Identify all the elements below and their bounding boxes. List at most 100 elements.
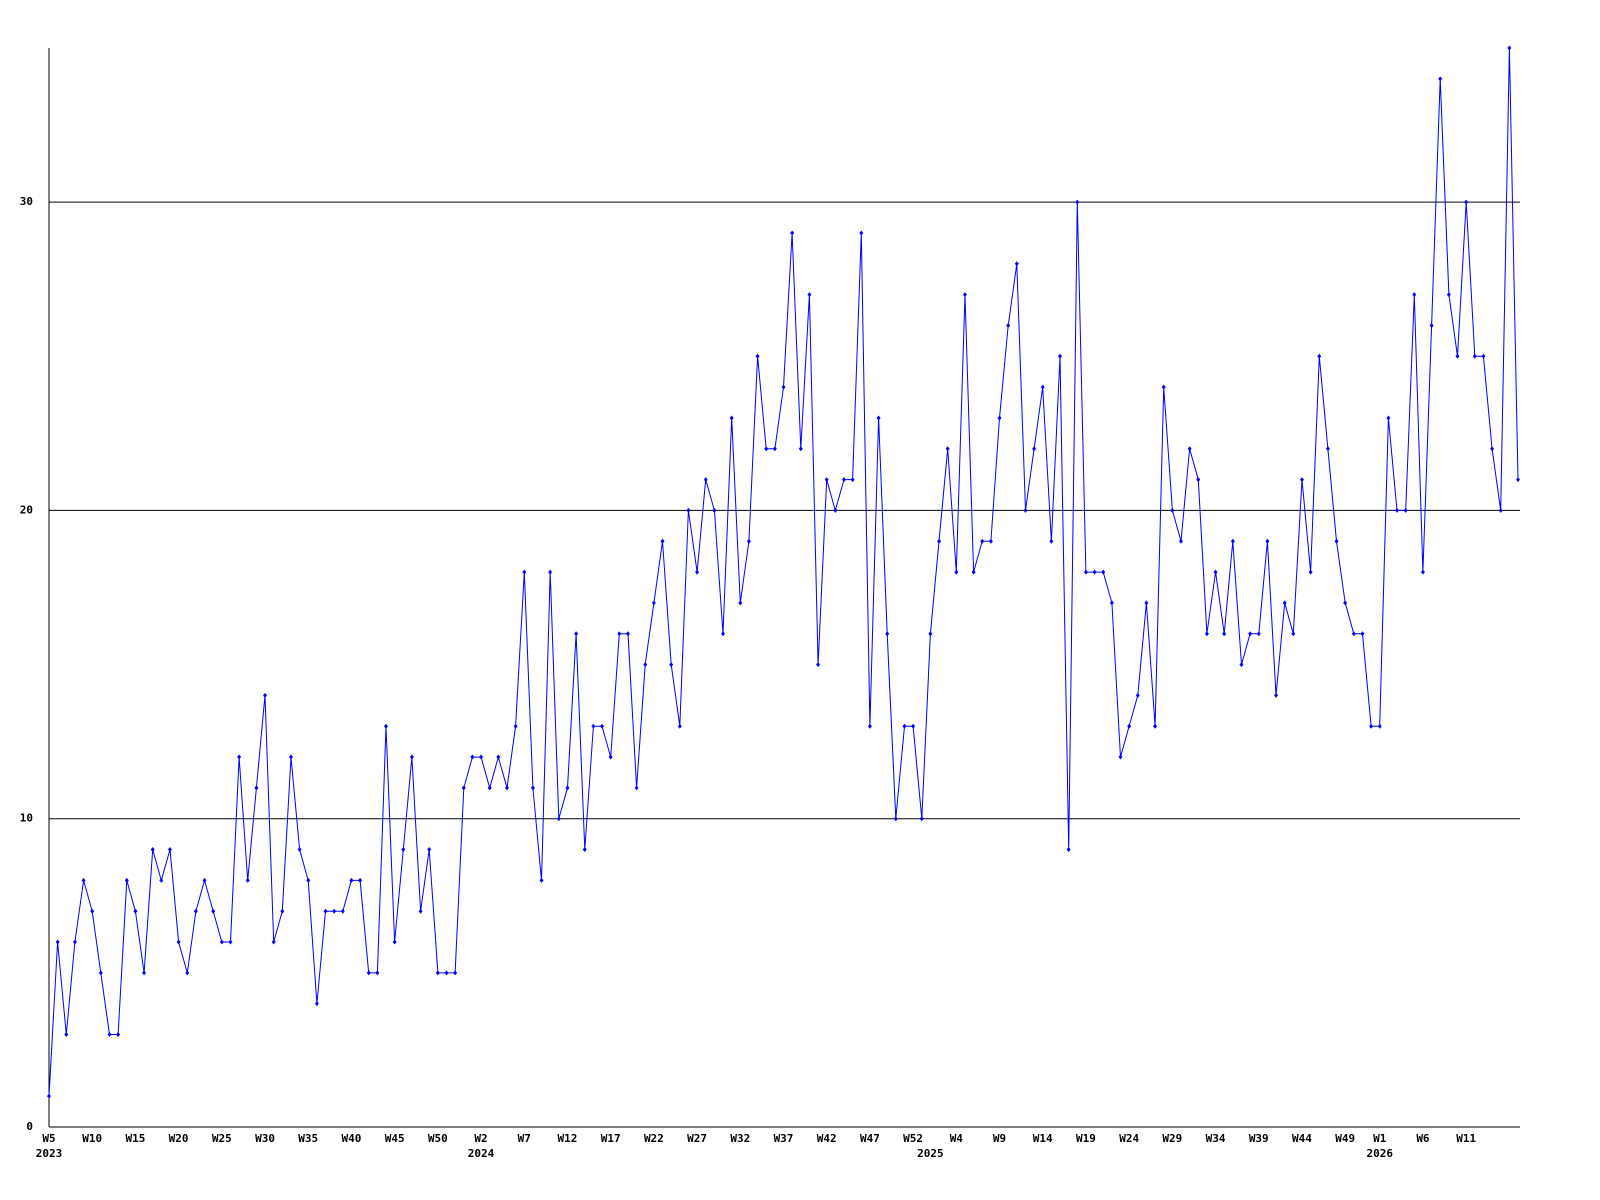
data-point — [245, 877, 250, 883]
data-point — [651, 600, 656, 606]
data-point — [712, 507, 717, 513]
x-year-label: 2026 — [1366, 1147, 1393, 1160]
data-point — [669, 662, 674, 668]
data-point — [1230, 538, 1235, 544]
data-point — [185, 970, 190, 976]
data-point — [937, 538, 942, 544]
data-point — [1144, 600, 1149, 606]
x-tick-label: W2 — [474, 1132, 487, 1145]
x-year-label: 2025 — [917, 1147, 944, 1160]
data-point — [1516, 477, 1520, 483]
data-point — [738, 600, 743, 606]
x-tick-label: W30 — [255, 1132, 275, 1145]
data-point — [98, 970, 103, 976]
data-point — [1455, 353, 1460, 359]
x-tick-label: W9 — [993, 1132, 1006, 1145]
x-tick-label: W11 — [1456, 1132, 1476, 1145]
data-point — [55, 939, 60, 945]
data-point — [962, 292, 967, 298]
x-tick-label: W17 — [601, 1132, 621, 1145]
data-point — [565, 785, 570, 791]
data-point — [1023, 507, 1028, 513]
data-point — [971, 569, 976, 575]
data-point — [885, 631, 890, 637]
data-point — [1395, 507, 1400, 513]
data-point — [237, 754, 242, 760]
y-tick-label: 20 — [20, 503, 33, 516]
data-point — [219, 939, 224, 945]
x-tick-label: W45 — [385, 1132, 405, 1145]
data-point — [1170, 507, 1175, 513]
data-point — [263, 692, 268, 698]
data-point — [1101, 569, 1106, 575]
data-point — [764, 446, 769, 452]
x-tick-label: W6 — [1416, 1132, 1430, 1145]
x-tick-label: W1 — [1373, 1132, 1387, 1145]
data-point — [1153, 723, 1158, 729]
data-point — [1248, 631, 1253, 637]
data-point — [513, 723, 518, 729]
x-tick-label: W52 — [903, 1132, 923, 1145]
data-point — [1343, 600, 1348, 606]
x-tick-label: W4 — [950, 1132, 964, 1145]
data-point — [574, 631, 579, 637]
data-point — [1507, 45, 1512, 51]
data-point — [150, 847, 155, 853]
data-point — [643, 662, 648, 668]
data-point — [107, 1032, 112, 1038]
data-point — [1403, 507, 1408, 513]
data-point — [314, 1001, 319, 1007]
x-tick-label: W24 — [1119, 1132, 1139, 1145]
data-point — [1299, 477, 1304, 483]
x-tick-label: W42 — [817, 1132, 837, 1145]
data-point — [816, 662, 821, 668]
data-line — [48, 47, 1519, 1097]
data-point — [90, 908, 95, 914]
data-point — [530, 785, 535, 791]
data-point — [1083, 569, 1088, 575]
data-point — [1127, 723, 1132, 729]
data-point — [867, 723, 872, 729]
data-point — [1006, 322, 1011, 328]
data-point — [349, 877, 354, 883]
data-point — [625, 631, 630, 637]
data-point — [384, 723, 389, 729]
data-point — [954, 569, 959, 575]
data-point — [1446, 292, 1451, 298]
data-point — [807, 292, 812, 298]
data-point — [1040, 384, 1045, 390]
data-point — [608, 754, 613, 760]
data-point — [159, 877, 164, 883]
data-point — [1161, 384, 1166, 390]
x-tick-label: W40 — [342, 1132, 362, 1145]
data-point — [81, 877, 86, 883]
data-point — [1109, 600, 1114, 606]
data-point — [358, 877, 363, 883]
data-point — [254, 785, 259, 791]
data-point — [1135, 692, 1140, 698]
data-point — [522, 569, 527, 575]
x-tick-label: W35 — [298, 1132, 318, 1145]
data-point — [116, 1032, 121, 1038]
x-tick-label: W25 — [212, 1132, 232, 1145]
data-point — [721, 631, 726, 637]
x-tick-label: W19 — [1076, 1132, 1096, 1145]
data-point — [928, 631, 933, 637]
x-tick-label: W47 — [860, 1132, 880, 1145]
data-point — [729, 415, 734, 421]
data-point — [876, 415, 881, 421]
data-point — [1472, 353, 1477, 359]
data-point — [1498, 507, 1503, 513]
data-point — [409, 754, 414, 760]
data-point — [323, 908, 328, 914]
data-point — [1481, 353, 1486, 359]
x-tick-label: W22 — [644, 1132, 664, 1145]
x-tick-label: W50 — [428, 1132, 448, 1145]
x-tick-label: W15 — [125, 1132, 145, 1145]
data-point — [479, 754, 484, 760]
data-point — [1464, 199, 1469, 205]
x-tick-label: W27 — [687, 1132, 707, 1145]
data-point — [228, 939, 233, 945]
data-point — [1265, 538, 1270, 544]
